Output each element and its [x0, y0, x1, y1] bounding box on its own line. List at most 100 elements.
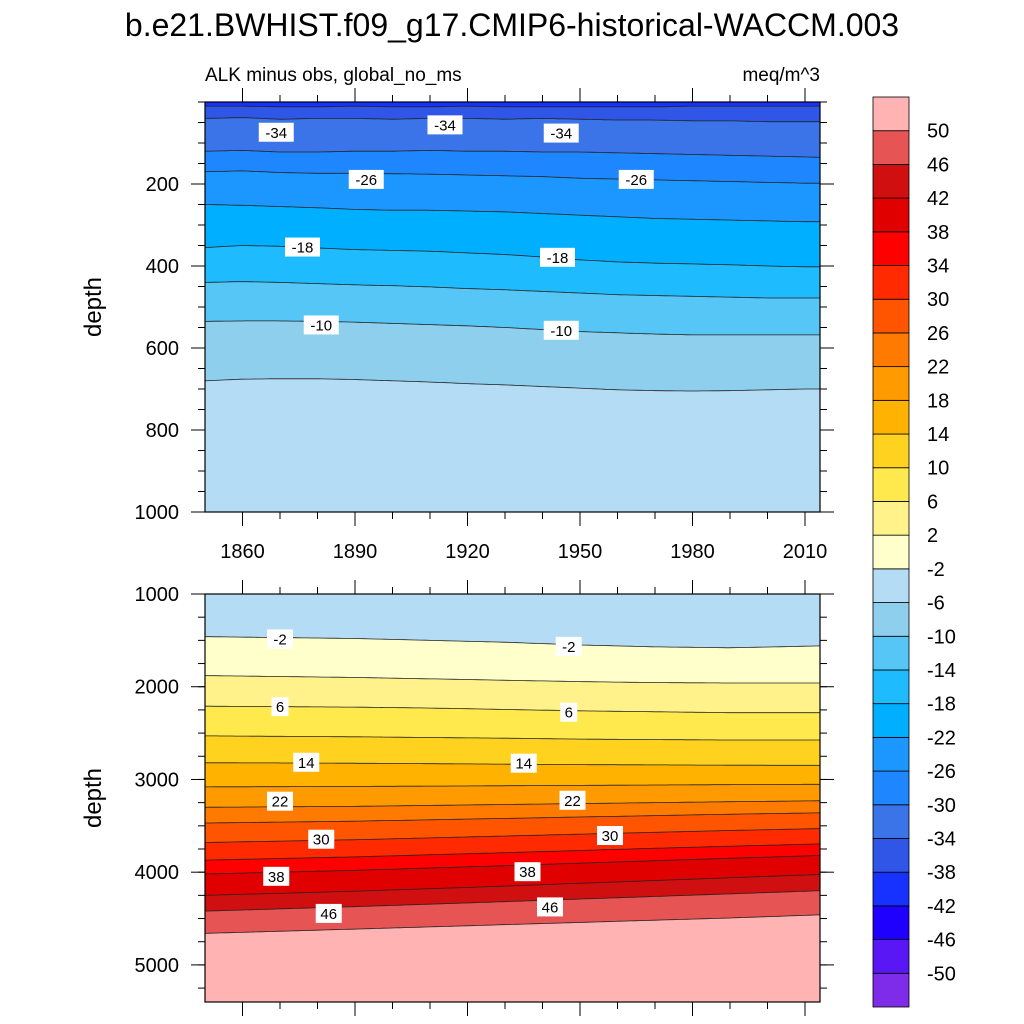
- colorbar-box: [872, 770, 910, 806]
- colorbar-box: [872, 96, 910, 132]
- colorbar-tick-label: -38: [927, 862, 956, 884]
- colorbar-tick-label: 26: [927, 323, 949, 345]
- colorbar-tick-label: -2: [927, 559, 945, 581]
- y-tick-label: 5000: [135, 955, 180, 977]
- subtitle-right: meq/m^3: [742, 65, 820, 86]
- y-tick-label: 3000: [135, 769, 180, 791]
- colorbar-box: [872, 635, 910, 671]
- contour-label: -26: [625, 172, 647, 189]
- contour-line: [204, 675, 820, 684]
- panel-frame: [204, 593, 821, 1003]
- colorbar-tick-label: 34: [927, 256, 949, 278]
- contour-label-box: [618, 169, 654, 189]
- contour-line: [204, 117, 820, 123]
- contour-label: -18: [547, 250, 569, 267]
- colorbar-box: [872, 602, 910, 637]
- contour-line: [204, 281, 820, 299]
- colorbar-box: [872, 501, 910, 536]
- colorbar-tick-label: 46: [927, 154, 949, 176]
- colorbar-tick-label: -22: [927, 727, 956, 749]
- colorbar-tick-label: 18: [927, 390, 949, 412]
- subtitle-left: ALK minus obs, global_no_ms: [205, 65, 462, 86]
- contour-label: -34: [265, 125, 287, 142]
- contour-line: [204, 149, 821, 158]
- colorbar-box: [872, 703, 910, 738]
- y-tick-label: 2000: [135, 677, 180, 699]
- contour-line: [204, 890, 821, 912]
- contour-label: 38: [519, 864, 536, 881]
- colorbar-tick-label: -42: [927, 896, 956, 918]
- x-tick-label: 1980: [670, 541, 715, 563]
- upper-panel: 200 400 600 800 1000 1860 1890 1920 1950 1980 2010…: [80, 88, 834, 563]
- colorbar-tick-label: -30: [927, 795, 956, 817]
- colorbar-box: [872, 366, 910, 401]
- y-tick-label: 400: [146, 256, 179, 278]
- colorbar-box: [872, 838, 910, 873]
- colorbar-box: [872, 669, 910, 705]
- contour-label-box: [271, 697, 289, 717]
- colorbar-tick-label: -14: [927, 660, 956, 682]
- contour-label-box: [267, 791, 293, 811]
- contour-label: -2: [273, 631, 286, 648]
- contour-label-box: [543, 320, 579, 340]
- x-tick-label: 1950: [558, 541, 603, 563]
- contour-line: [204, 170, 820, 184]
- colorbar-box: [872, 164, 910, 199]
- contour-label: 22: [272, 794, 289, 811]
- contour-label: -18: [292, 240, 314, 257]
- y-tick-label: 4000: [135, 862, 180, 884]
- x-tick-label: 2010: [783, 541, 828, 563]
- contour-line: [204, 855, 821, 875]
- contour-label-box: [293, 752, 320, 772]
- colorbar-tick-label: 30: [927, 289, 949, 311]
- contour-label-box: [285, 237, 320, 257]
- contour-label-box: [555, 636, 582, 656]
- contour-label: 30: [602, 828, 619, 845]
- contour-label: 22: [564, 793, 581, 810]
- colorbar-tick-label: -18: [927, 694, 956, 716]
- contour-label: 14: [298, 755, 315, 772]
- colorbar-tick-label: 50: [927, 121, 949, 143]
- colorbar-tick-label: 14: [927, 424, 949, 446]
- contour-band: [205, 914, 820, 1002]
- colorbar-tick-label: 22: [927, 357, 949, 379]
- contour-label: -10: [310, 317, 332, 334]
- colorbar-tick-label: -46: [927, 930, 956, 952]
- colorbar-box: [872, 197, 910, 233]
- contour-label-box: [514, 862, 541, 882]
- contour-label: -34: [434, 117, 456, 134]
- x-tick-label: 1890: [333, 541, 378, 563]
- contour-label: 38: [268, 869, 285, 886]
- contour-line: [204, 204, 820, 223]
- colorbar-tick-label: 10: [927, 458, 949, 480]
- contour-label: 14: [515, 756, 532, 773]
- colorbar-tick-label: -10: [927, 626, 956, 648]
- contour-label-box: [348, 169, 384, 189]
- x-tick-label: 1860: [220, 541, 265, 563]
- colorbar-tick-label: -26: [927, 761, 956, 783]
- colorbar-box: [872, 433, 910, 469]
- colorbar-box: [872, 534, 910, 570]
- colorbar-tick-label: 42: [927, 188, 949, 210]
- colorbar-tick-label: 6: [927, 491, 938, 513]
- contour-line: [205, 783, 820, 788]
- colorbar-tick-label: -50: [927, 963, 956, 985]
- y-tick-label: 800: [146, 420, 179, 442]
- contour-line: [204, 843, 821, 861]
- colorbar-box: [872, 736, 910, 772]
- lower-panel: 1000 2000 3000 4000 5000 depth -2 -2 6 6 14 14 22 22 3…: [80, 580, 834, 1016]
- colorbar-box: [872, 467, 910, 502]
- contour-label-box: [543, 123, 579, 143]
- contour-line: [204, 874, 821, 896]
- colorbar-box: [872, 939, 910, 974]
- contour-line: [205, 812, 821, 824]
- colorbar: -50-46-42-38-34-30-26-22-18-14-10-6-2261…: [872, 96, 956, 1008]
- figure-title: b.e21.BWHIST.f09_g17.CMIP6-historical-WA…: [125, 7, 899, 43]
- colorbar-tick-label: -34: [927, 828, 956, 850]
- contour-label-box: [267, 629, 293, 649]
- colorbar-box: [872, 972, 910, 1008]
- contour-line: [205, 105, 820, 108]
- contour-label: 46: [542, 899, 559, 916]
- colorbar-box: [872, 804, 910, 839]
